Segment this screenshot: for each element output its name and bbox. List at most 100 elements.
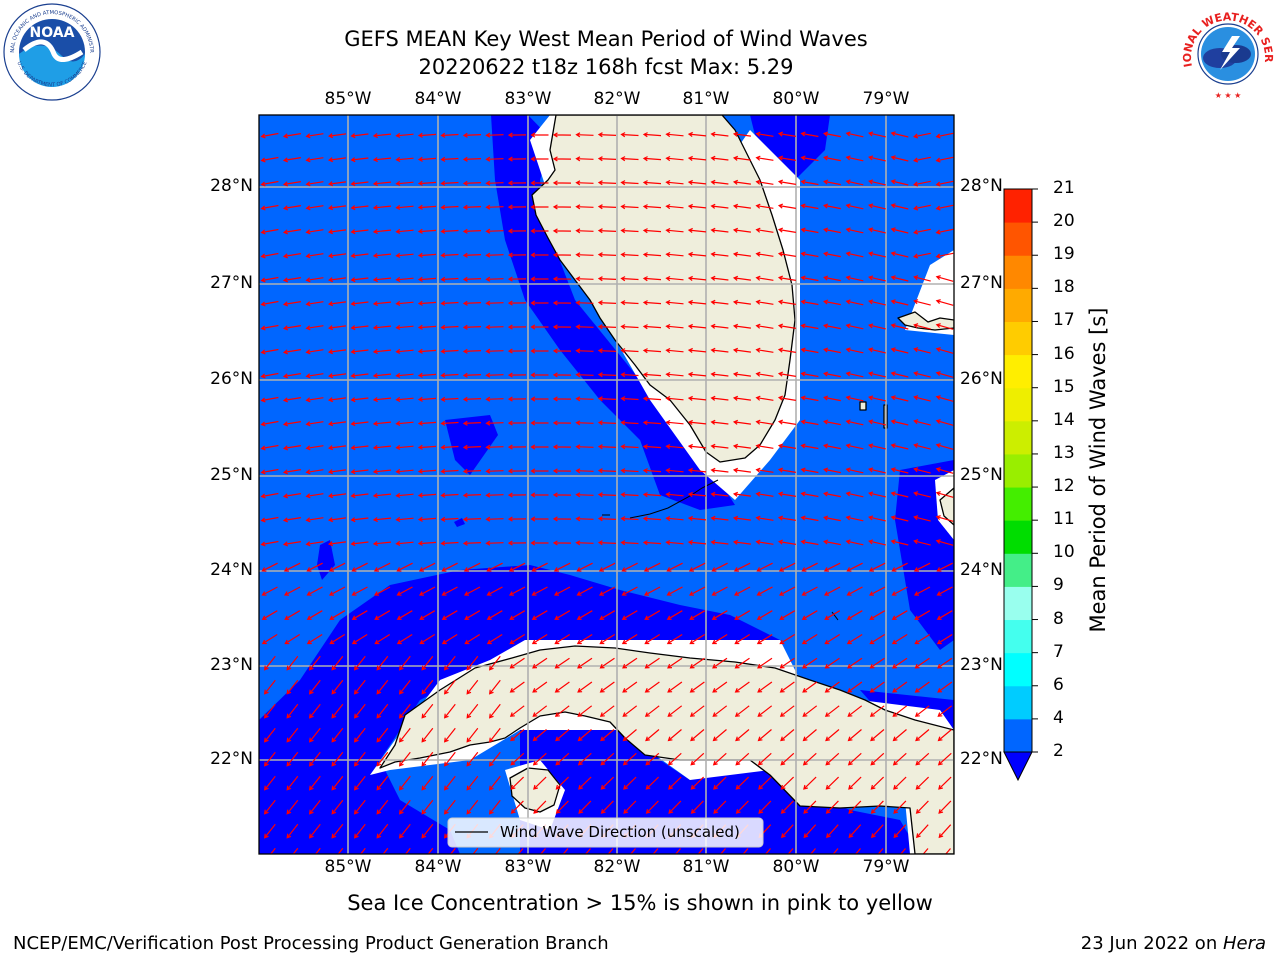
wave-direction-arrow <box>395 204 414 211</box>
wave-direction-arrow <box>286 775 299 791</box>
wave-direction-arrow <box>800 131 819 138</box>
wave-direction-arrow <box>485 348 504 354</box>
wave-direction-arrow <box>787 848 794 854</box>
wave-direction-arrow <box>260 444 279 451</box>
wave-direction-arrow <box>305 229 324 235</box>
wave-direction-arrow <box>823 347 841 354</box>
wave-direction-arrow <box>507 276 527 282</box>
wave-direction-arrow <box>462 516 482 522</box>
wave-direction-arrow <box>485 132 504 138</box>
wave-direction-arrow <box>642 132 662 138</box>
wave-direction-arrow <box>642 180 662 186</box>
wave-direction-arrow <box>531 562 548 572</box>
wave-direction-arrow <box>282 229 301 235</box>
wave-direction-arrow <box>350 541 369 547</box>
wave-direction-arrow <box>710 467 729 473</box>
colorbar-tick-label: 11 <box>1053 509 1075 530</box>
wave-direction-arrow <box>645 729 660 742</box>
wave-direction-arrow <box>575 180 594 186</box>
wave-direction-arrow <box>597 348 617 354</box>
wave-direction-arrow <box>620 492 639 498</box>
wave-direction-arrow <box>597 468 617 474</box>
wave-direction-arrow <box>845 179 864 186</box>
wave-direction-arrow <box>642 444 662 450</box>
wave-direction-arrow <box>734 657 750 669</box>
wave-direction-arrow <box>913 252 931 259</box>
wave-direction-arrow <box>935 299 954 306</box>
lon-tick-top: 79°W <box>862 89 910 109</box>
wave-direction-arrow <box>376 727 389 743</box>
wave-direction-arrow <box>755 275 774 281</box>
wave-direction-arrow <box>419 610 436 620</box>
wave-direction-arrow <box>417 444 437 450</box>
wave-direction-arrow <box>283 562 301 572</box>
wave-direction-arrow <box>620 252 639 258</box>
wave-direction-arrow <box>421 751 434 767</box>
wave-direction-arrow <box>755 419 774 425</box>
wave-direction-arrow <box>462 468 482 474</box>
wave-direction-arrow <box>645 776 660 790</box>
wave-direction-arrow <box>305 301 324 307</box>
wave-direction-arrow <box>395 156 414 163</box>
wave-direction-arrow <box>398 655 411 671</box>
wave-direction-arrow <box>372 229 392 235</box>
wave-direction-arrow <box>935 515 954 522</box>
wave-direction-arrow <box>823 179 841 186</box>
wave-direction-arrow <box>510 800 524 814</box>
wave-direction-arrow <box>801 586 818 596</box>
wave-direction-arrow <box>554 610 571 620</box>
wave-direction-arrow <box>443 775 456 791</box>
wave-direction-arrow <box>777 299 796 305</box>
lat-tick-left: 23°N <box>210 655 253 675</box>
wave-direction-arrow <box>710 443 729 449</box>
wave-direction-arrow <box>802 729 817 742</box>
wave-direction-arrow <box>440 300 459 306</box>
wave-direction-arrow <box>869 681 885 693</box>
wave-direction-arrow <box>913 204 931 211</box>
wave-direction-arrow <box>735 729 750 742</box>
wave-direction-arrow <box>417 300 437 306</box>
wave-direction-arrow <box>622 657 638 669</box>
wave-direction-arrow <box>353 799 366 815</box>
legend: Wind Wave Direction (unscaled) <box>447 817 764 848</box>
wave-direction-arrow <box>845 491 864 498</box>
wave-direction-arrow <box>687 515 707 521</box>
wave-direction-arrow <box>868 179 886 186</box>
wave-direction-arrow <box>825 800 839 814</box>
wave-direction-arrow <box>623 776 637 790</box>
wave-direction-arrow <box>485 468 504 474</box>
wave-direction-arrow <box>868 131 886 138</box>
wave-direction-arrow <box>620 156 639 162</box>
wave-direction-arrow <box>282 349 301 355</box>
wave-direction-arrow <box>735 776 750 790</box>
wave-direction-arrow <box>328 562 346 572</box>
wave-direction-arrow <box>732 515 751 521</box>
wave-direction-arrow <box>757 729 772 742</box>
wave-direction-arrow <box>803 800 817 814</box>
wave-direction-arrow <box>845 515 864 522</box>
wave-direction-arrow <box>398 775 411 791</box>
wave-direction-arrow <box>890 227 909 234</box>
wave-direction-arrow <box>395 372 414 379</box>
wave-direction-arrow <box>485 204 504 210</box>
wave-direction-arrow <box>350 325 369 331</box>
wave-direction-arrow <box>710 227 729 233</box>
wave-direction-arrow <box>305 277 324 283</box>
wave-direction-arrow <box>734 681 750 693</box>
wave-direction-arrow <box>913 562 931 572</box>
wave-direction-arrow <box>533 776 547 790</box>
wave-direction-arrow <box>260 228 279 235</box>
wave-direction-arrow <box>488 799 501 815</box>
wave-direction-arrow <box>667 681 683 693</box>
wave-direction-arrow <box>327 205 346 211</box>
wave-direction-arrow <box>440 276 459 282</box>
wave-direction-arrow <box>665 323 684 330</box>
wave-direction-arrow <box>893 776 907 790</box>
wave-direction-arrow <box>688 562 706 572</box>
noaa-logo: NOAA NATIONAL OCEANIC AND ATMOSPHERIC AD… <box>2 2 101 101</box>
wave-direction-arrow <box>530 228 549 234</box>
wave-direction-arrow <box>552 396 572 402</box>
wave-direction-arrow <box>913 515 931 522</box>
wave-direction-arrow <box>755 323 774 329</box>
wave-direction-arrow <box>597 324 617 330</box>
